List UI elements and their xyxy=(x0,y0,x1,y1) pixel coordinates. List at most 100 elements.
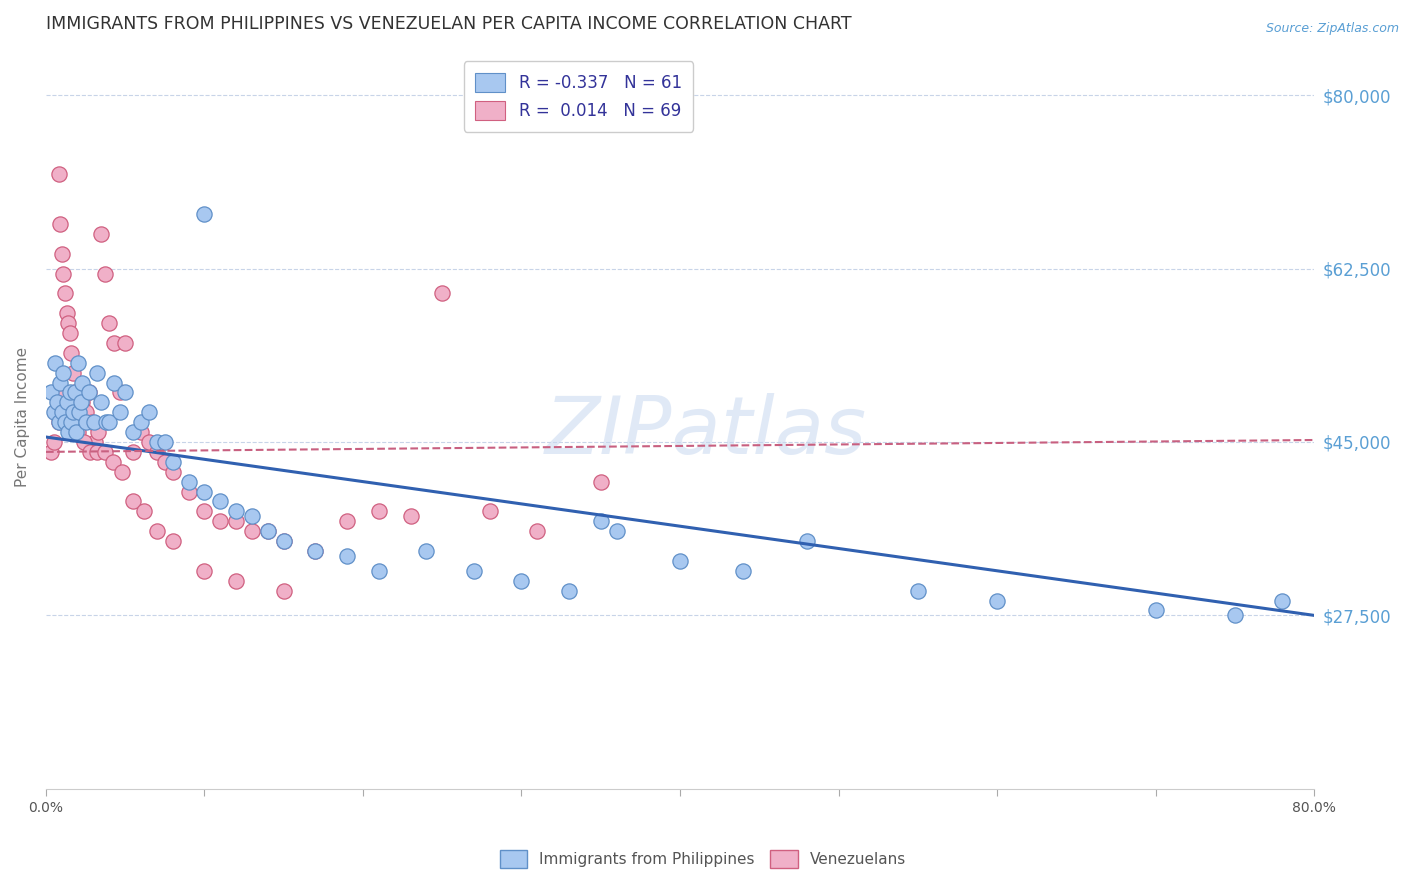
Point xyxy=(669,554,692,568)
Point xyxy=(110,405,132,419)
Point xyxy=(65,425,87,439)
Point xyxy=(51,246,73,260)
Point xyxy=(66,405,89,419)
Point xyxy=(55,405,77,419)
Point xyxy=(526,524,548,538)
Point xyxy=(1271,593,1294,607)
Point xyxy=(240,524,263,538)
Text: Source: ZipAtlas.com: Source: ZipAtlas.com xyxy=(1265,22,1399,36)
Point xyxy=(96,415,118,429)
Point xyxy=(122,445,145,459)
Point xyxy=(98,316,121,330)
Point xyxy=(80,415,103,429)
Point xyxy=(146,434,169,449)
Point xyxy=(257,524,280,538)
Point xyxy=(122,494,145,508)
Point xyxy=(432,286,454,301)
Point xyxy=(48,168,70,182)
Point xyxy=(77,385,100,400)
Point xyxy=(153,455,176,469)
Point xyxy=(72,395,94,409)
Point xyxy=(90,227,112,241)
Point xyxy=(606,524,628,538)
Point xyxy=(336,549,359,563)
Point xyxy=(44,356,66,370)
Point xyxy=(46,395,69,409)
Point xyxy=(193,484,215,499)
Point xyxy=(146,445,169,459)
Point xyxy=(193,207,215,221)
Point xyxy=(46,385,69,400)
Point xyxy=(63,385,86,400)
Point xyxy=(415,544,437,558)
Point xyxy=(273,534,295,549)
Legend: R = -0.337   N = 61, R =  0.014   N = 69: R = -0.337 N = 61, R = 0.014 N = 69 xyxy=(464,62,693,132)
Point xyxy=(60,346,83,360)
Point xyxy=(225,514,247,528)
Point xyxy=(134,504,156,518)
Point xyxy=(162,465,184,479)
Point xyxy=(589,514,612,528)
Point xyxy=(52,366,75,380)
Point xyxy=(49,376,72,390)
Point xyxy=(225,574,247,588)
Point xyxy=(51,405,73,419)
Point xyxy=(59,385,82,400)
Point xyxy=(1144,603,1167,617)
Point xyxy=(75,405,97,419)
Point xyxy=(60,415,83,429)
Point xyxy=(273,583,295,598)
Point xyxy=(1223,608,1246,623)
Point xyxy=(122,425,145,439)
Point xyxy=(62,405,84,419)
Point xyxy=(63,385,86,400)
Point xyxy=(177,475,200,489)
Point xyxy=(478,504,501,518)
Legend: Immigrants from Philippines, Venezuelans: Immigrants from Philippines, Venezuelans xyxy=(492,843,914,875)
Point xyxy=(53,286,76,301)
Point xyxy=(907,583,929,598)
Point xyxy=(93,445,115,459)
Point xyxy=(48,415,70,429)
Point xyxy=(62,366,84,380)
Point xyxy=(111,465,134,479)
Point xyxy=(93,267,115,281)
Point xyxy=(209,494,232,508)
Point xyxy=(114,385,136,400)
Y-axis label: Per Capita Income: Per Capita Income xyxy=(15,347,30,487)
Point xyxy=(304,544,326,558)
Point xyxy=(53,415,76,429)
Point xyxy=(42,434,65,449)
Point xyxy=(72,376,94,390)
Point xyxy=(55,306,77,320)
Point xyxy=(463,564,485,578)
Point xyxy=(589,475,612,489)
Point xyxy=(162,534,184,549)
Point xyxy=(153,434,176,449)
Point xyxy=(77,385,100,400)
Point xyxy=(177,484,200,499)
Point xyxy=(986,593,1008,607)
Point xyxy=(73,434,96,449)
Point xyxy=(796,534,818,549)
Point xyxy=(225,504,247,518)
Point xyxy=(86,366,108,380)
Point xyxy=(733,564,755,578)
Point xyxy=(209,514,232,528)
Point xyxy=(257,524,280,538)
Point xyxy=(56,425,79,439)
Point xyxy=(39,385,62,400)
Point xyxy=(75,415,97,429)
Point xyxy=(273,534,295,549)
Point xyxy=(86,445,108,459)
Point xyxy=(69,395,91,409)
Point xyxy=(69,415,91,429)
Point xyxy=(65,405,87,419)
Point xyxy=(240,509,263,524)
Point xyxy=(60,415,83,429)
Point xyxy=(55,395,77,409)
Point xyxy=(48,415,70,429)
Point xyxy=(510,574,533,588)
Point xyxy=(367,564,389,578)
Point xyxy=(336,514,359,528)
